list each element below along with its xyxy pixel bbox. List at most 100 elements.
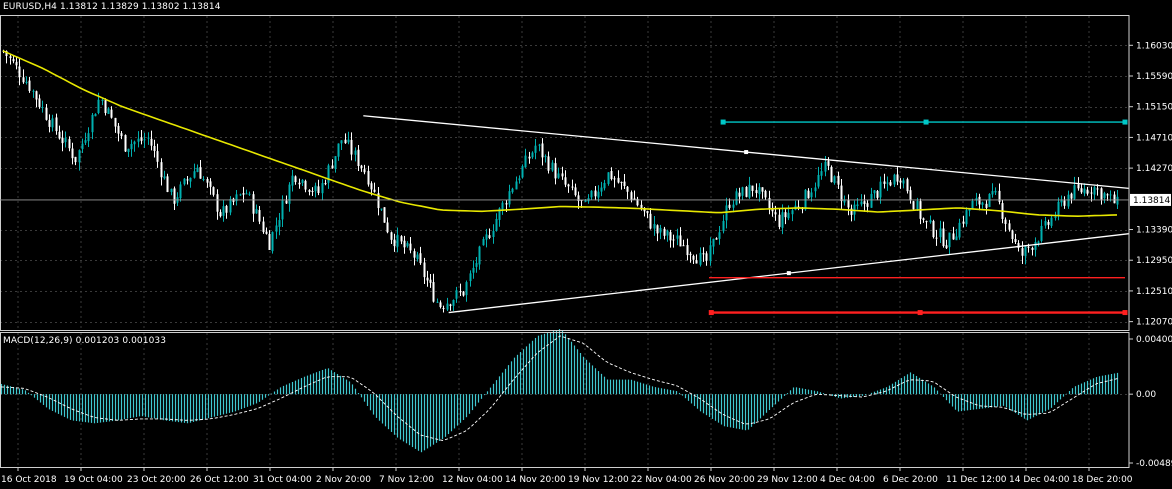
macd-title: MACD(12,26,9) 0.001203 0.001033	[3, 336, 167, 346]
candle-body	[199, 167, 202, 179]
candle-body	[571, 186, 574, 188]
candle-body	[603, 182, 606, 189]
candle-body	[567, 184, 570, 187]
candle-body	[699, 252, 702, 265]
red-dotted-level-handle	[708, 310, 714, 316]
candle-body	[87, 133, 90, 142]
candle-body	[929, 220, 932, 223]
candle-body	[807, 190, 810, 199]
candle-body	[705, 253, 708, 261]
candle-body	[41, 107, 44, 109]
candle-body	[531, 152, 534, 158]
candle-body	[465, 282, 468, 296]
candle-body	[853, 204, 856, 215]
candle-body	[751, 185, 754, 191]
candle-body	[810, 192, 813, 198]
candle-body	[1044, 220, 1047, 226]
candle-body	[478, 246, 481, 265]
candle-body	[676, 235, 679, 239]
candle-body	[600, 187, 603, 192]
candle-body	[101, 99, 104, 102]
candle-body	[442, 307, 445, 309]
candle-body	[380, 208, 383, 210]
candle-body	[32, 90, 35, 92]
candle-body	[524, 155, 527, 168]
candle-body	[350, 139, 353, 155]
candle-body	[1106, 194, 1109, 196]
candle-body	[557, 173, 560, 178]
candle-body	[18, 66, 21, 78]
trendlines[interactable]	[363, 115, 1130, 314]
candle-body	[873, 190, 876, 194]
candle-body	[1034, 241, 1037, 250]
time-tick-label: 12 Nov 04:00	[442, 475, 503, 485]
candle-body	[1093, 187, 1096, 195]
candle-body	[827, 161, 830, 166]
candle-body	[912, 201, 915, 210]
candle-body	[209, 181, 212, 187]
candle-body	[130, 143, 133, 150]
candle-body	[396, 234, 399, 247]
candle-body	[193, 171, 196, 178]
candle-body	[863, 201, 866, 204]
candle-body	[492, 230, 495, 237]
candle-body	[344, 139, 347, 144]
candle-body	[1031, 247, 1034, 250]
candle-body	[1086, 189, 1089, 194]
candle-body	[653, 224, 656, 229]
candle-body	[216, 194, 219, 212]
candle-body	[735, 191, 738, 205]
candle-body	[91, 114, 94, 133]
candle-body	[393, 239, 396, 247]
candle-body	[1090, 192, 1093, 194]
candle-body	[1077, 184, 1080, 189]
candle-body	[373, 189, 376, 192]
levels[interactable]	[708, 119, 1128, 316]
price-axis[interactable]: 1.16030 1.15590 1.15150 1.14710 1.14270 1.133…	[1129, 41, 1172, 328]
candle-body	[554, 163, 557, 179]
candle-body	[354, 150, 357, 155]
time-tick-label: 19 Nov 12:00	[568, 475, 629, 485]
candle-body	[147, 137, 150, 139]
candle-body	[12, 59, 15, 62]
candle-body	[935, 237, 938, 239]
candle-body	[847, 200, 850, 208]
candle-body	[748, 184, 751, 198]
candle-body	[271, 232, 274, 252]
candle-body	[202, 179, 205, 181]
candle-body	[613, 178, 616, 180]
candle-body	[68, 139, 71, 149]
candle-body	[626, 186, 629, 192]
time-tick-label: 31 Oct 04:00	[253, 475, 312, 485]
time-tick-label: 16 Oct 2018	[1, 475, 57, 485]
candle-body	[446, 303, 449, 310]
candle-body	[515, 181, 518, 190]
candle-body	[304, 180, 307, 190]
candle-body	[692, 255, 695, 260]
candle-body	[258, 210, 261, 222]
candle-body	[521, 166, 524, 178]
candle-body	[879, 181, 882, 198]
time-axis[interactable]: 16 Oct 2018 19 Oct 04:00 23 Oct 20:00 26 Oc…	[1, 467, 1133, 485]
candle-body	[893, 174, 896, 185]
candle-body	[327, 165, 330, 183]
candle-body	[74, 156, 77, 163]
candle-body	[758, 187, 761, 195]
candle-body	[406, 243, 409, 247]
candle-body	[916, 200, 919, 210]
trendline-handle	[744, 150, 749, 155]
price-tick-label: 1.14270	[1136, 164, 1172, 174]
candle-body	[1103, 193, 1106, 199]
macd-tick-label: 0.004009	[1136, 335, 1172, 345]
candle-body	[1054, 216, 1057, 218]
price-pane-frame	[0, 15, 1130, 331]
candle-body	[728, 204, 731, 208]
candle-body	[1017, 243, 1020, 248]
macd-axis: 0.004009 0.00 -0.00489	[1129, 335, 1172, 469]
pane-frames	[0, 15, 1130, 468]
candle-body	[469, 273, 472, 282]
candle-body	[761, 187, 764, 192]
candle-body	[712, 238, 715, 247]
candle-body	[367, 170, 370, 185]
